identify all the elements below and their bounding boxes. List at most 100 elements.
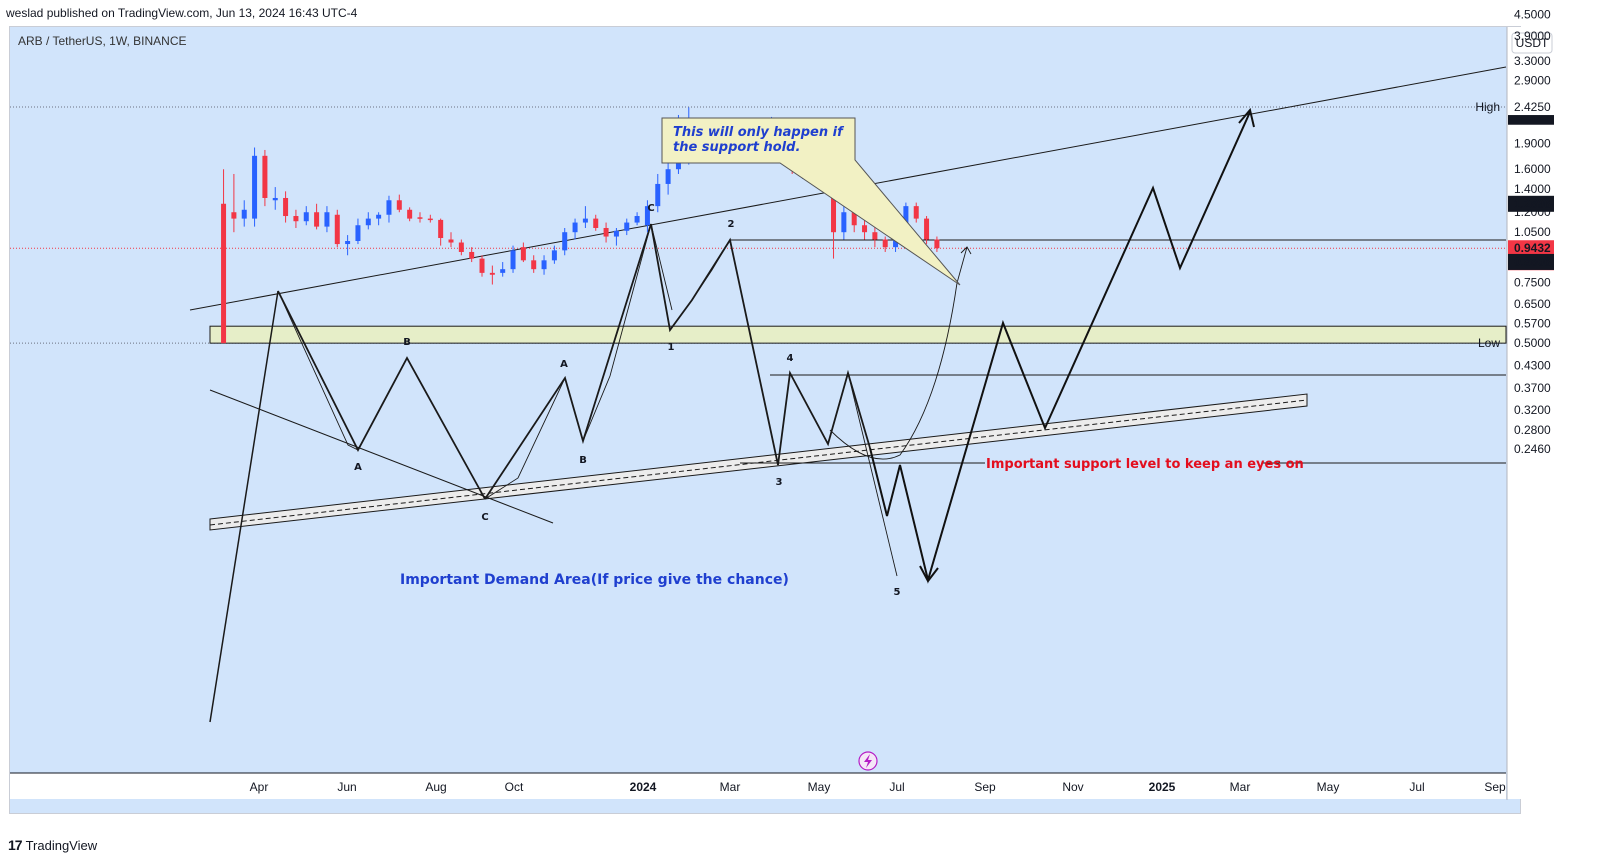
candle [293, 209, 299, 228]
callout-text-line: the support hold. [673, 140, 800, 155]
demand-label: Important Demand Area(If price give the … [400, 572, 789, 588]
y-tick-label: 0.4300 [1514, 359, 1551, 373]
wave-label: A [560, 359, 568, 370]
candle-body [582, 218, 588, 223]
y-tick-label: 0.6500 [1514, 297, 1551, 311]
candle [365, 212, 371, 230]
candle-body [644, 206, 650, 226]
candle [520, 242, 526, 263]
x-tick-label: Aug [425, 780, 446, 794]
candle-body [489, 272, 495, 275]
candle [913, 202, 919, 223]
candle [541, 255, 547, 275]
candle [252, 147, 258, 227]
y-tick-label: 0.2800 [1514, 423, 1551, 437]
candle [572, 218, 578, 240]
candle-body [479, 258, 485, 273]
wave-label: A [354, 462, 362, 473]
tradingview-brand[interactable]: 17 TradingView [8, 837, 97, 853]
candle-body [510, 250, 516, 270]
y-tick-label: 1.0500 [1514, 225, 1551, 239]
y-tick-label: 0.5700 [1514, 317, 1551, 331]
price-axis-bg [1507, 27, 1557, 799]
candle [458, 239, 464, 256]
candle [882, 236, 888, 252]
high-value: 2.4250 [1514, 100, 1551, 114]
candle [551, 245, 557, 264]
x-tick-label: Sep [1484, 780, 1506, 794]
candle-body [613, 230, 619, 237]
wave-thin-2 [484, 223, 652, 500]
x-tick-label: Mar [720, 780, 741, 794]
candle [407, 207, 413, 222]
wave-label: C [481, 512, 488, 523]
candle [324, 206, 330, 233]
candle [634, 212, 640, 226]
candle [386, 195, 392, 223]
low-value: 0.5000 [1514, 336, 1551, 350]
candle-body [293, 216, 299, 222]
price-badge-bg [1508, 253, 1554, 270]
candle [376, 212, 382, 226]
descending-trendline [209, 389, 554, 524]
candle-body [469, 251, 475, 259]
candle-body [934, 239, 940, 249]
candle [655, 173, 661, 213]
x-tick-label: Oct [505, 780, 524, 794]
candle-body [252, 155, 258, 219]
candle [314, 203, 320, 230]
candle [479, 255, 485, 277]
x-tick-label: May [1317, 780, 1340, 794]
candle-body [624, 222, 630, 231]
candle [438, 218, 444, 246]
candle-body [634, 216, 640, 223]
candle [396, 194, 402, 213]
callout-box [661, 117, 961, 286]
candle-body [417, 217, 423, 219]
candle-body [572, 222, 578, 233]
bullish-curve-arrow [956, 246, 972, 284]
axes: USDT 4.5000 3.9000 3.3000 2.9000 2.4250 1.9000… [10, 8, 1557, 800]
candle-body [272, 197, 278, 201]
candle-body [376, 214, 382, 219]
candle [924, 216, 930, 245]
publisher-line: weslad published on TradingView.com, Jun… [6, 6, 358, 20]
candle [510, 245, 516, 273]
candle-body [551, 250, 557, 261]
candle [500, 262, 506, 277]
brand-label: TradingView [25, 837, 98, 853]
bearish-scenario-line [847, 372, 898, 577]
projection-path [869, 107, 1255, 584]
candle [241, 200, 247, 227]
x-tick-label: 2024 [630, 780, 657, 794]
tradingview-logo-icon: 17 [8, 837, 23, 853]
wave-label: 2 [728, 219, 735, 230]
low-label: Low [1478, 336, 1500, 350]
price-badge-value: 1.2696 [1514, 197, 1551, 211]
candle-body [386, 200, 392, 215]
candle-body [562, 232, 568, 251]
candle-body [396, 200, 402, 210]
y-tick-label: 4.5000 [1514, 8, 1551, 22]
candle-body [407, 209, 413, 219]
projection-arrowhead [1238, 107, 1255, 128]
candle-body [262, 155, 268, 198]
candle [603, 222, 609, 243]
left-spike-line [209, 290, 279, 723]
price-badge: 1.2696 [1508, 195, 1554, 212]
y-tick-label: 1.9000 [1514, 137, 1551, 151]
candle-body [283, 197, 289, 217]
candle-body [655, 183, 661, 207]
candle-body [593, 218, 599, 228]
wave-label: B [403, 337, 411, 348]
candle [582, 206, 588, 228]
callout-text: This will only happen if the support hold… [673, 125, 845, 155]
currency-label: USDT [1516, 36, 1549, 50]
candle [862, 218, 868, 240]
candle [355, 218, 361, 245]
candle-body [841, 212, 847, 233]
candle-body [913, 206, 919, 219]
candle [283, 191, 289, 223]
candle-body [531, 260, 537, 270]
